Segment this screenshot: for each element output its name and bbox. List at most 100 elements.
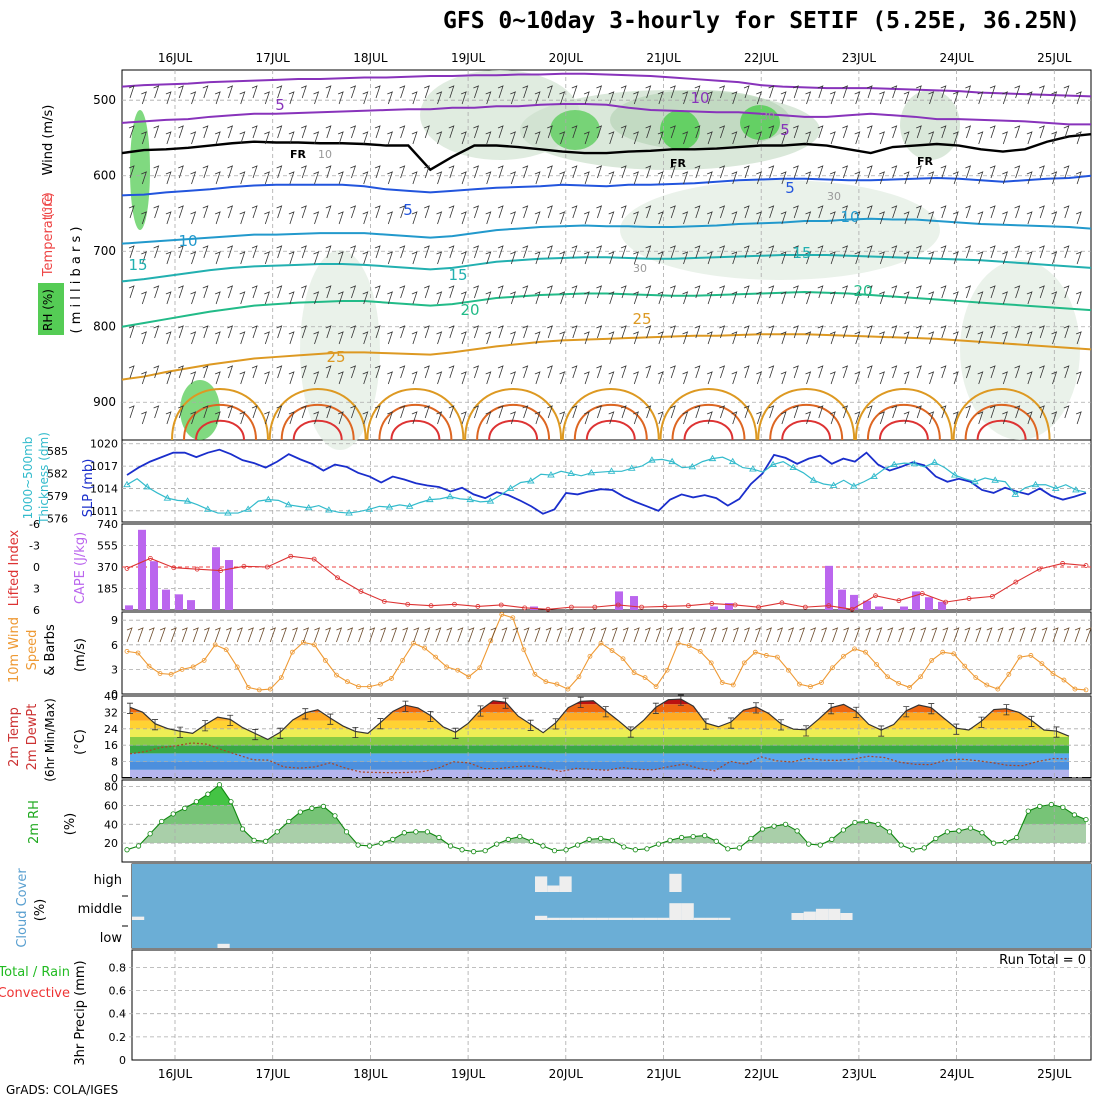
- wind-barb: [645, 245, 652, 259]
- wind-barb: [940, 285, 947, 299]
- wind-speed-marker: [334, 672, 339, 678]
- wind-barb: [264, 91, 270, 105]
- precip-tick-label: 0.8: [109, 961, 127, 974]
- wind-barb: [239, 211, 246, 225]
- wind-barb: [670, 165, 676, 179]
- wind-barb: [128, 285, 135, 299]
- thickness-marker: [123, 480, 131, 488]
- cape-bar: [912, 591, 920, 610]
- wind-barb: [436, 171, 443, 185]
- temp-minmax-bar: [928, 703, 935, 715]
- li-marker: [311, 556, 317, 562]
- wind-barb: [596, 165, 603, 179]
- wind-barb: [325, 165, 332, 179]
- thickness-marker: [910, 459, 919, 467]
- thickness-marker: [264, 495, 273, 503]
- wind-barb: [928, 171, 935, 185]
- thickness-marker: [1051, 484, 1060, 491]
- thickness-marker: [587, 468, 596, 476]
- wind-barb: [731, 331, 738, 345]
- temp-minmax-bar: [227, 714, 234, 726]
- warm-contour: [671, 404, 746, 441]
- wind-barb: [227, 405, 234, 419]
- temp-tick-label: 24: [104, 723, 118, 736]
- temp-color-band: [130, 712, 1069, 721]
- cape-bar: [900, 606, 908, 610]
- wind-barb: [1002, 251, 1008, 265]
- wind-barb: [1014, 405, 1021, 419]
- temp-tick-label: 40: [104, 690, 118, 703]
- axes-labels: 16JUL 16JUL 17JUL 17JUL 18JUL 18JUL 19JUL 19JUL…: [0, 51, 1072, 1081]
- wind-barb: [743, 285, 750, 299]
- thickness-marker: [325, 506, 333, 513]
- wind-barb: [731, 131, 738, 145]
- warm-contour: [878, 419, 929, 441]
- precip-panel: 0 0.2 0.4 0.6 0.8 Run Total = 0: [109, 950, 1091, 1067]
- wind-barb: [1014, 245, 1021, 259]
- li-marker: [990, 593, 995, 599]
- wind-barb: [854, 371, 861, 385]
- temp-tick-label: 32: [104, 706, 118, 719]
- thickness-marker: [446, 492, 454, 500]
- wind-barb: [510, 251, 516, 265]
- wind-barb: [251, 245, 258, 259]
- temp-minmax-bar: [527, 719, 534, 731]
- wind-barb: [448, 245, 455, 259]
- wind-barb: [952, 91, 959, 105]
- wind-barb: [399, 365, 406, 379]
- temp-minmax-bar: [853, 706, 860, 718]
- wind-barb: [141, 331, 147, 345]
- wind-barb: [239, 411, 246, 425]
- wind-barb: [793, 205, 799, 219]
- wind-speed-marker: [201, 657, 207, 663]
- wind-barb: [522, 165, 529, 179]
- wind-barb-10m: [203, 627, 210, 643]
- wind-barb-10m: [843, 627, 850, 643]
- wind-barb: [1039, 245, 1045, 259]
- wind-barb: [719, 365, 726, 379]
- rh2m-marker: [239, 826, 246, 832]
- warm-contour: [378, 404, 453, 441]
- wind-barb: [829, 371, 836, 385]
- li-marker: [545, 606, 551, 612]
- wind-barb: [620, 125, 627, 139]
- wind-barb: [214, 331, 221, 345]
- wind-speed-marker: [157, 671, 163, 676]
- wind-barb: [276, 205, 283, 219]
- wind-barb: [485, 91, 492, 105]
- wind-speed-marker: [223, 647, 229, 653]
- cloud-fill-block: [718, 917, 731, 920]
- cloud-fill-block: [657, 917, 670, 920]
- slp-tick-label: 1017: [90, 460, 118, 473]
- rh2m-marker: [551, 848, 558, 854]
- contour-label: 25: [326, 348, 345, 366]
- wind-barb-10m: [413, 627, 420, 643]
- temp-color-band: [130, 769, 1069, 778]
- rh2m-marker: [494, 841, 500, 847]
- wind-barb: [547, 405, 553, 419]
- wind-barb: [460, 411, 467, 425]
- warm-contour: [866, 404, 941, 441]
- wind-barb: [337, 91, 344, 105]
- wind-barb: [608, 171, 615, 185]
- rh2m-marker: [274, 829, 280, 835]
- wind-barb: [1026, 131, 1033, 145]
- wind-speed-marker: [488, 638, 494, 644]
- wind-barb: [202, 245, 209, 259]
- wind-barb: [473, 85, 480, 99]
- wind-barb: [657, 211, 664, 225]
- rh2m-tick-label: 60: [104, 799, 118, 812]
- wind-speed-marker: [532, 671, 538, 677]
- li-marker: [1036, 566, 1042, 572]
- wind-barb: [374, 405, 381, 419]
- wind-barb: [387, 371, 393, 385]
- wind-barb: [793, 405, 799, 419]
- thickness-marker: [627, 464, 636, 471]
- wind-barb: [657, 131, 664, 145]
- temp-minmax-bar: [1028, 715, 1035, 727]
- wind-barb: [719, 205, 726, 219]
- rh2m-marker: [367, 843, 373, 849]
- wind-barb: [276, 85, 283, 99]
- wind-speed-marker: [1083, 687, 1089, 693]
- wind-speed-marker: [620, 656, 626, 662]
